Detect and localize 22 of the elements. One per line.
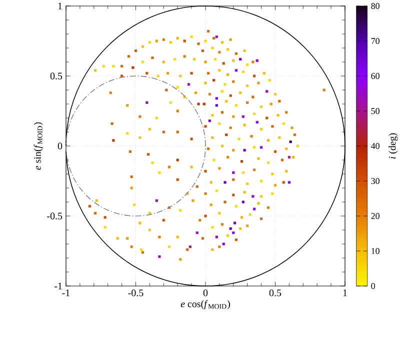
x-tick-label: 1 <box>343 290 347 296</box>
y-tick-label: 0.5 <box>50 72 62 80</box>
y-tick-label: 1 <box>58 2 62 10</box>
x-tick-label: 0.5 <box>269 290 282 296</box>
color-bar-label: 10 <box>372 248 380 254</box>
x-axis-title: e cos(f$_{MOID}$) <box>180 300 230 310</box>
y-tick-label: -1 <box>54 282 62 290</box>
color-bar-label: 70 <box>371 38 380 44</box>
y-axis-title: e sin(f$_{MOID}$) <box>34 122 43 170</box>
color-bar-label: 20 <box>371 212 380 220</box>
x-tick-label: 0 <box>203 290 208 296</box>
color-bar-label: 50 <box>371 108 380 114</box>
x-tick-label: -0.5 <box>128 290 144 296</box>
color-bar-title: i (deg) <box>388 133 398 159</box>
color-bar-label: 0 <box>371 282 375 290</box>
color-bar-label: 40 <box>371 142 380 150</box>
color-bar-label: 60 <box>371 72 380 80</box>
color-bar-label: 30 <box>371 178 380 184</box>
y-tick-label: -0.5 <box>47 212 62 220</box>
x-tick-label: -1 <box>62 290 70 296</box>
y-tick-label: 0 <box>58 142 62 150</box>
color-bar-label: 80 <box>371 2 380 10</box>
